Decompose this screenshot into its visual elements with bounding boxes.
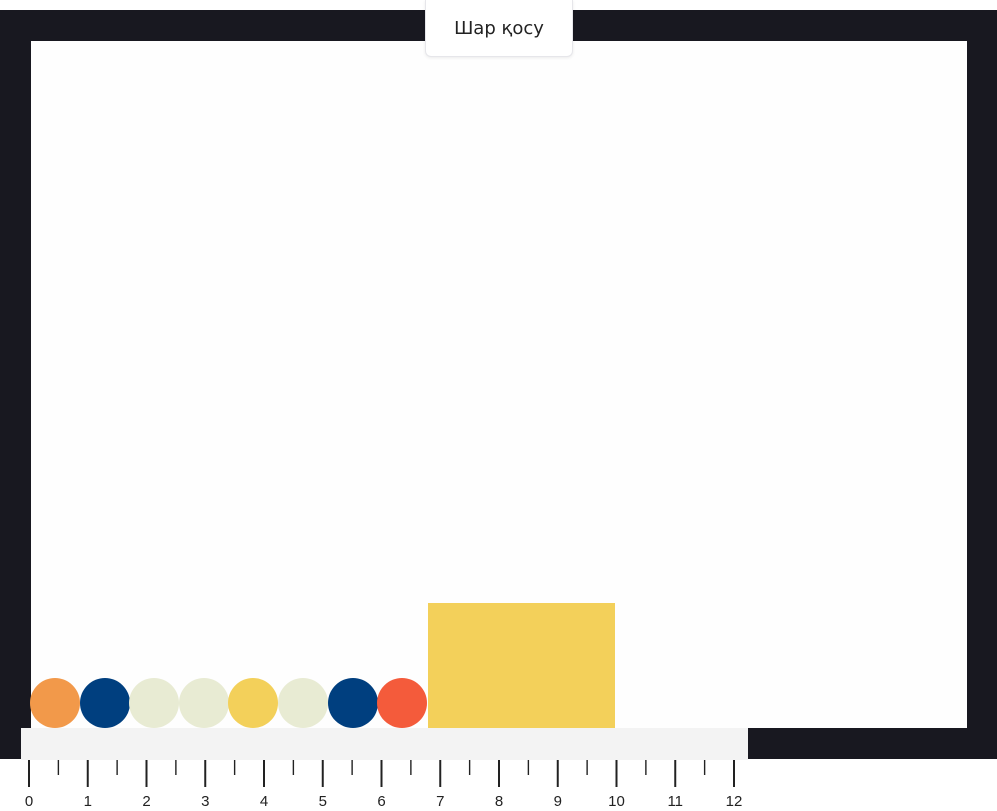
- yellow-block[interactable]: [428, 603, 615, 728]
- ruler-label: 1: [84, 793, 92, 810]
- ruler-label: 0: [25, 793, 33, 810]
- ball-cream[interactable]: [129, 678, 180, 728]
- ruler-body: [21, 728, 748, 760]
- ball-yellow[interactable]: [228, 678, 279, 728]
- ball-cream[interactable]: [278, 678, 328, 728]
- ball-navy[interactable]: [79, 678, 130, 728]
- ruler-label: 12: [726, 793, 743, 810]
- ruler-label: 6: [377, 793, 385, 810]
- ruler-label: 11: [667, 793, 683, 810]
- add-ball-button[interactable]: Шар қосу: [425, 0, 573, 57]
- ball-red[interactable]: [377, 678, 428, 728]
- frame-left: [0, 10, 31, 759]
- ball-navy[interactable]: [327, 678, 378, 728]
- ruler-label: 4: [260, 793, 268, 810]
- ruler-label: 3: [201, 793, 209, 810]
- ruler-label: 9: [554, 793, 562, 810]
- ball-orange[interactable]: [30, 678, 80, 728]
- ruler-label: 2: [142, 793, 150, 810]
- ruler-label: 7: [436, 793, 444, 810]
- ruler[interactable]: 0 1 2 3 4 5 6 7 8 9 10 11 12: [21, 728, 748, 811]
- ball-cream[interactable]: [178, 678, 229, 728]
- ruler-label: 10: [608, 793, 625, 810]
- ruler-label: 5: [319, 793, 327, 810]
- ruler-label: 8: [495, 793, 503, 810]
- frame-right: [967, 10, 997, 759]
